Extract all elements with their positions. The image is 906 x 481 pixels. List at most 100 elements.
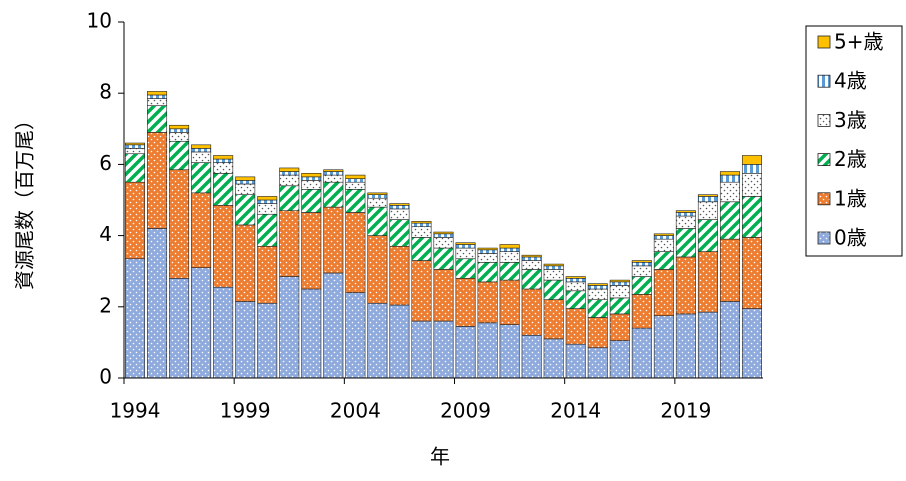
bar-segment bbox=[653, 251, 674, 270]
bar-segment bbox=[411, 320, 432, 379]
bar-segment bbox=[169, 169, 190, 279]
bar-segment bbox=[587, 317, 608, 349]
bar-segment bbox=[279, 185, 300, 211]
bar-segment bbox=[631, 294, 652, 329]
bar-segment bbox=[323, 174, 344, 183]
bar-segment bbox=[191, 144, 212, 149]
bar-segment bbox=[719, 201, 740, 240]
x-tick-label: 2009 bbox=[440, 399, 491, 423]
bar-segment bbox=[719, 174, 740, 183]
bar-segment bbox=[719, 238, 740, 302]
bar-segment bbox=[301, 173, 322, 178]
bar-segment bbox=[235, 180, 256, 185]
bar-segment bbox=[455, 244, 476, 249]
bar-segment bbox=[125, 181, 146, 260]
bar-segment bbox=[411, 237, 432, 261]
bar-segment bbox=[323, 181, 344, 208]
bar-segment bbox=[455, 247, 476, 260]
bar-segment bbox=[323, 169, 344, 172]
bar-segment bbox=[389, 208, 410, 220]
bar-segment bbox=[653, 233, 674, 236]
bar-segment bbox=[213, 155, 234, 160]
bar-segment bbox=[345, 212, 366, 293]
bar-segment bbox=[697, 196, 718, 203]
bar-segment bbox=[433, 233, 454, 238]
bar-segment bbox=[653, 238, 674, 252]
bar-segment bbox=[697, 201, 718, 220]
bar-segment bbox=[631, 327, 652, 379]
bar-segment bbox=[675, 210, 696, 213]
bar-segment bbox=[477, 247, 498, 251]
legend-swatch bbox=[817, 192, 831, 206]
bar-segment bbox=[675, 228, 696, 258]
bar-segment bbox=[521, 288, 542, 336]
bar-segment bbox=[565, 308, 586, 345]
bar-segment bbox=[631, 265, 652, 277]
legend-swatch bbox=[817, 231, 831, 245]
bar-segment bbox=[301, 176, 322, 181]
bar-segment bbox=[741, 164, 762, 174]
bar-segment bbox=[477, 249, 498, 254]
bar-segment bbox=[411, 222, 432, 227]
bar-segment bbox=[477, 253, 498, 263]
bar-segment bbox=[433, 320, 454, 379]
bar-segment bbox=[455, 326, 476, 379]
bar-segment bbox=[345, 189, 366, 213]
bar-segment bbox=[191, 151, 212, 163]
x-tick-label: 1994 bbox=[110, 399, 161, 423]
bar-segment bbox=[301, 180, 322, 190]
bar-segment bbox=[191, 162, 212, 194]
bar-segment bbox=[631, 261, 652, 267]
bar-segment bbox=[697, 219, 718, 252]
bar-segment bbox=[367, 302, 388, 379]
bar-segment bbox=[499, 261, 520, 281]
bar-segment bbox=[389, 205, 410, 210]
y-tick-label: 2 bbox=[99, 293, 112, 317]
bar-segment bbox=[279, 276, 300, 379]
bar-segment bbox=[565, 278, 586, 283]
bar-segment bbox=[279, 210, 300, 277]
legend-swatch bbox=[817, 74, 831, 88]
bar-segment bbox=[169, 140, 190, 171]
bar-segment bbox=[301, 288, 322, 379]
bar-segment bbox=[587, 283, 608, 286]
bar-segment bbox=[499, 279, 520, 325]
bar-segment bbox=[609, 281, 630, 286]
bar-segment bbox=[609, 285, 630, 299]
y-tick-label: 6 bbox=[99, 151, 112, 175]
legend-swatch bbox=[817, 35, 831, 49]
bar-segment bbox=[675, 212, 696, 217]
bar-segment bbox=[345, 178, 366, 183]
bar-segment bbox=[675, 256, 696, 315]
bar-segment bbox=[323, 272, 344, 379]
bar-segment bbox=[499, 247, 520, 252]
bar-segment bbox=[609, 279, 630, 283]
bar-segment bbox=[741, 196, 762, 238]
bar-segment bbox=[433, 231, 454, 235]
bar-segment bbox=[213, 162, 234, 174]
bar-segment bbox=[147, 132, 168, 229]
bar-segment bbox=[521, 256, 542, 261]
y-tick-label: 10 bbox=[87, 9, 112, 33]
legend-label: 3歳 bbox=[834, 108, 867, 132]
bar-segment bbox=[697, 251, 718, 313]
bar-segment bbox=[521, 334, 542, 379]
bar-segment bbox=[411, 226, 432, 238]
bar-segment bbox=[741, 308, 762, 379]
bar-segment bbox=[147, 105, 168, 133]
bar-segment bbox=[741, 237, 762, 309]
bar-segment bbox=[653, 269, 674, 317]
bar-segment bbox=[565, 281, 586, 292]
bar-segment bbox=[235, 183, 256, 195]
bar-segment bbox=[631, 260, 652, 263]
bar-segment bbox=[719, 181, 740, 203]
bar-segment bbox=[609, 313, 630, 341]
y-tick-label: 4 bbox=[99, 222, 112, 246]
bar-segment bbox=[169, 124, 190, 130]
x-tick-label: 2004 bbox=[330, 399, 381, 423]
bar-segment bbox=[565, 276, 586, 279]
bar-segment bbox=[719, 171, 740, 176]
x-tick-label: 2019 bbox=[660, 399, 711, 423]
x-axis-label: 年 bbox=[430, 445, 450, 469]
y-axis-label: 資源尾数（百万尾） bbox=[13, 110, 37, 290]
